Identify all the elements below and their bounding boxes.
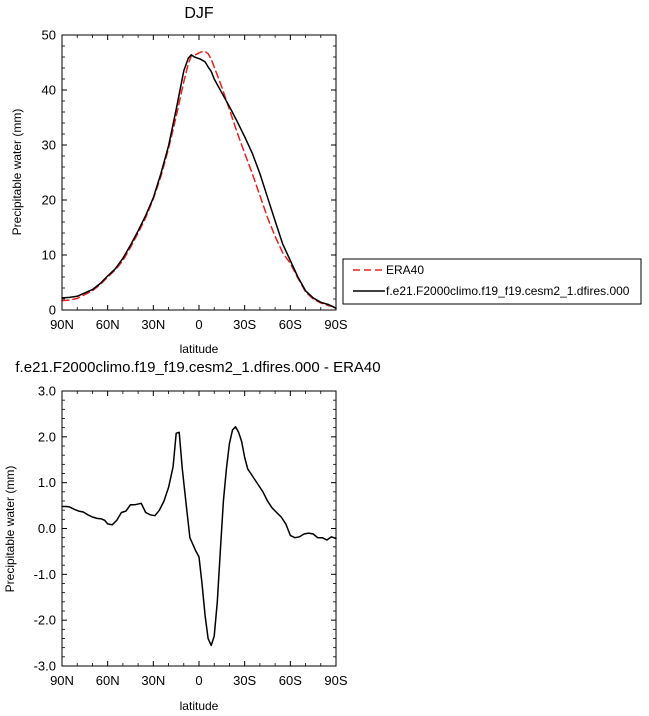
chart-1-x-tick-label: 90S	[324, 317, 347, 332]
chart-2-x-tick-label: 60S	[279, 673, 302, 688]
chart-1-x-axis-label: latitude	[180, 342, 219, 356]
chart-2-x-tick-label: 0	[195, 673, 202, 688]
chart-1-x-tick-label: 30S	[233, 317, 256, 332]
chart-2-y-tick-label: -3.0	[34, 659, 56, 674]
chart-1-x-tick-label: 60S	[279, 317, 302, 332]
chart-1-y-tick-label: 10	[42, 248, 56, 263]
chart-1-series-layer	[61, 50, 337, 310]
chart-2-series-1-line	[61, 426, 337, 647]
chart-2-x-tick-label: 60N	[96, 673, 120, 688]
chart-1-x-tick-label: 30N	[141, 317, 165, 332]
chart-1-y-tick-label: 40	[42, 83, 56, 98]
legend-label-model: f.e21.F2000climo.f19_f19.cesm2_1.dfires.…	[386, 284, 630, 298]
chart-2-x-tick-label: 90S	[324, 673, 347, 688]
chart-2-x-tick-label: 90N	[50, 673, 74, 688]
chart-1-series-2-line	[61, 54, 337, 310]
chart-1-legend: ERA40 f.e21.F2000climo.f19_f19.cesm2_1.d…	[342, 258, 642, 305]
chart-2-y-tick-label: 2.0	[38, 429, 56, 444]
chart-2-x-ticks: 90N 60N 30N 0 30S 60S 90S	[50, 391, 348, 688]
chart-1-x-ticks: 90N 60N 30N 0 30S 60S 90S	[50, 35, 348, 332]
chart-1-series-1-line	[61, 50, 337, 309]
chart-2-y-tick-label: 3.0	[38, 384, 56, 399]
chart-2-x-tick-label: 30N	[141, 673, 165, 688]
chart-1-y-axis-label: Precipitable water (mm)	[10, 109, 24, 236]
chart-1-y-tick-label: 30	[42, 138, 56, 153]
chart-2-x-tick-label: 30S	[233, 673, 256, 688]
chart-1-legend-box	[342, 258, 642, 305]
chart-1-y-tick-label: 20	[42, 193, 56, 208]
chart-1-x-tick-label: 60N	[96, 317, 120, 332]
chart-panel-2: f.e21.F2000climo.f19_f19.cesm2_1.dfires.…	[3, 359, 381, 713]
chart-2-y-tick-label: -1.0	[34, 567, 56, 582]
chart-1-x-tick-label: 0	[195, 317, 202, 332]
chart-2-y-tick-label: 0.0	[38, 521, 56, 536]
chart-2-series-layer	[61, 426, 337, 647]
chart-2-plot-frame	[61, 390, 337, 667]
chart-2-y-axis-label: Precipitable water (mm)	[3, 466, 17, 593]
chart-2-x-axis-label: latitude	[180, 699, 219, 713]
chart-2-y-tick-label: 1.0	[38, 475, 56, 490]
chart-2-y-ticks: 3.0 2.0 1.0 0.0 -1.0 -2.0 -3.0	[34, 384, 336, 674]
chart-panel-1: DJF 0 10 20 30 40 50 90N 60N 30N 0 30S 60S 90S lati…	[10, 5, 642, 356]
chart-2-title: f.e21.F2000climo.f19_f19.cesm2_1.dfires.…	[15, 359, 380, 376]
chart-1-y-tick-label: 50	[42, 28, 56, 43]
chart-2-y-tick-label: -2.0	[34, 613, 56, 628]
chart-1-y-ticks: 0 10 20 30 40 50	[42, 28, 336, 318]
chart-1-x-tick-label: 90N	[50, 317, 74, 332]
chart-1-y-tick-label: 0	[49, 303, 56, 318]
legend-label-era40: ERA40	[386, 263, 424, 277]
chart-1-title: DJF	[184, 5, 214, 22]
